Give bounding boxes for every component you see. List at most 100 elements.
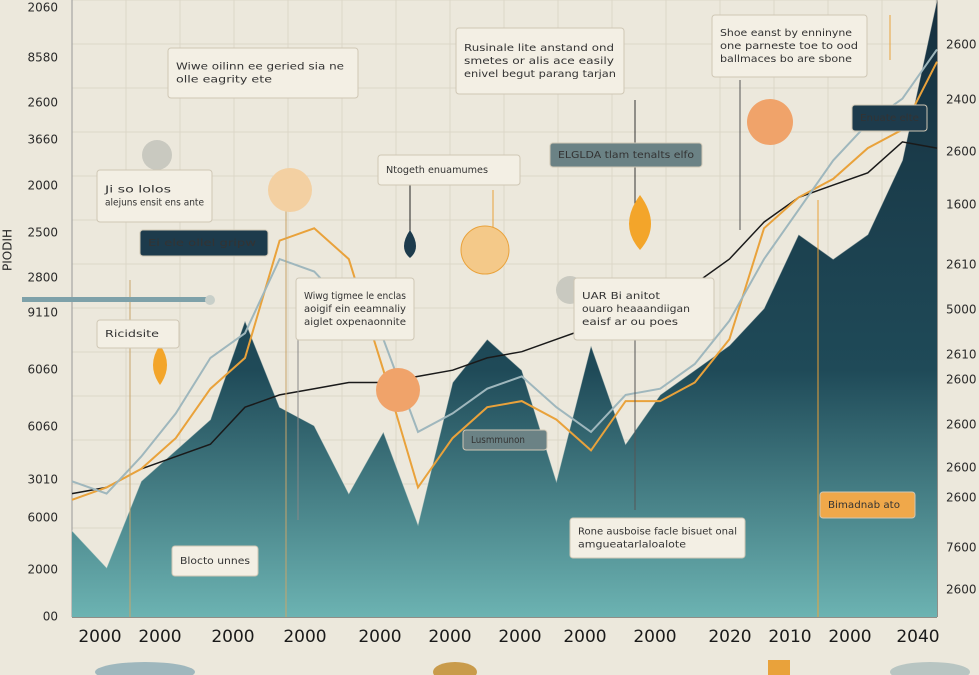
y2-tick-label: 2600 bbox=[946, 418, 977, 432]
x-tick-label: 2000 bbox=[498, 627, 541, 647]
annotation-text: Rone ausboise facle bisuet onal bbox=[578, 527, 737, 538]
annotation-box bbox=[96, 169, 213, 223]
y-tick-label: 2600 bbox=[27, 96, 58, 110]
y2-tick-label: 7600 bbox=[946, 541, 977, 555]
globe-icon bbox=[95, 662, 195, 675]
x-tick-label: 2000 bbox=[633, 627, 676, 647]
annotation-text: smetes or alis ace easily bbox=[464, 56, 614, 67]
coin-icon bbox=[268, 168, 312, 212]
drop-icon bbox=[404, 230, 416, 258]
x-tick-label: 2020 bbox=[708, 627, 751, 647]
x-tick-label: 2000 bbox=[283, 627, 326, 647]
annotation-text: Wiwe oilinn ee geried sia ne bbox=[176, 62, 344, 73]
x-tick-label: 2000 bbox=[138, 627, 181, 647]
y2-tick-label: 2400 bbox=[946, 93, 977, 107]
annotation-box bbox=[96, 319, 180, 349]
y-tick-label: 2000 bbox=[27, 179, 58, 193]
annotation-text: Wiwg tigmee le enclas bbox=[304, 291, 406, 302]
annotation-text: amgueatarlaloalote bbox=[578, 540, 686, 551]
annotation-text: Ji so lolos bbox=[104, 185, 171, 196]
y2-tick-label: 2600 bbox=[946, 145, 977, 159]
annotation-text: Rusinale lite anstand ond bbox=[464, 43, 614, 54]
bar-marker bbox=[205, 295, 215, 305]
annotation-text: aoigif ein eeamnaliy bbox=[304, 304, 406, 315]
annotation-box bbox=[569, 517, 746, 559]
y2-tick-label: 2600 bbox=[946, 491, 977, 505]
y2-tick-label: 2610 bbox=[946, 258, 977, 272]
annotation-box bbox=[711, 14, 868, 78]
annotations: Wiwe oilinn ee geried sia ne olle eagrity… bbox=[96, 14, 928, 577]
marks bbox=[71, 0, 938, 617]
y2-tick-label: 5000 bbox=[946, 303, 977, 317]
y-tick-label: 2800 bbox=[27, 271, 58, 285]
annotation-text: Enuate elte bbox=[860, 113, 919, 124]
annotation-box bbox=[295, 277, 415, 341]
area bbox=[72, 0, 937, 617]
annotation-text: ballmaces bo are sbone bbox=[720, 54, 852, 65]
globe-icon bbox=[890, 662, 970, 675]
annotation-text: Lusmmunon bbox=[471, 435, 525, 446]
globe-icon bbox=[433, 662, 477, 675]
drop-icon bbox=[629, 195, 651, 250]
annotation-text: Blocto unnes bbox=[180, 556, 250, 567]
annotation-box bbox=[549, 142, 703, 168]
coin-icon bbox=[747, 99, 793, 145]
annotation-box bbox=[377, 154, 521, 186]
y2-tick-label: 2600 bbox=[946, 583, 977, 597]
annotation-text: enivel begut parang tarjan bbox=[464, 69, 616, 80]
coin-icon bbox=[376, 368, 420, 412]
y-tick-label: 6060 bbox=[27, 363, 58, 377]
annotation-text: Bimadnab ato bbox=[828, 500, 900, 511]
x-tick-label: 2000 bbox=[828, 627, 871, 647]
y-tick-label: 6000 bbox=[27, 511, 58, 525]
annotation-text: ELGLDA tlam tenalts elfo bbox=[558, 150, 694, 161]
line bbox=[71, 48, 938, 495]
annotation-text: alejuns ensit ens ante bbox=[105, 198, 204, 209]
annotation-text: ouaro heaaandiigan bbox=[582, 304, 690, 315]
y-tick-label: 6060 bbox=[27, 420, 58, 434]
y-tick-label: 8580 bbox=[27, 51, 58, 65]
y-axis-title: PIODIH bbox=[1, 229, 15, 271]
labels: 2060 8580 2600 3660 2000 2500 2800 9110 6060 6060… bbox=[1, 1, 977, 648]
y-tick-label: 9110 bbox=[27, 306, 58, 320]
annotation-box bbox=[851, 104, 928, 132]
annotation-box bbox=[455, 27, 625, 95]
x-tick-label: 2000 bbox=[358, 627, 401, 647]
annotation-box bbox=[167, 47, 359, 99]
y2-tick-label: 2610 bbox=[946, 348, 977, 362]
annotation-text: Shoe eanst by enninyne bbox=[720, 28, 852, 39]
line bbox=[71, 61, 938, 501]
y-tick-label: 3660 bbox=[27, 133, 58, 147]
annotation-box bbox=[462, 429, 548, 451]
y-tick-label: 2500 bbox=[27, 226, 58, 240]
y-tick-label: 00 bbox=[43, 610, 58, 624]
bulb-icon bbox=[142, 140, 172, 170]
annotation-text: Ntogeth enuamumes bbox=[386, 165, 488, 176]
x-tick-label: 2010 bbox=[768, 627, 811, 647]
annotation-text: aiglet oxpenaonnite bbox=[304, 317, 406, 328]
x-tick-label: 2000 bbox=[78, 627, 121, 647]
y-tick-label: 2000 bbox=[27, 563, 58, 577]
x-tick-label: 2040 bbox=[896, 627, 939, 647]
y2-tick-label: 2600 bbox=[946, 373, 977, 387]
annotation-text: olle eagrity ete bbox=[176, 75, 272, 86]
annotation-text: UAR Bi anitot bbox=[582, 291, 660, 302]
annotation-box bbox=[139, 229, 269, 257]
annotation-text: Ricidsite bbox=[105, 329, 159, 340]
coin-icon bbox=[460, 225, 510, 275]
annotation-text: Ei ele ollel gripw bbox=[148, 238, 256, 249]
annotation-box bbox=[171, 545, 259, 577]
annotation-box bbox=[819, 491, 916, 519]
x-tick-label: 2000 bbox=[563, 627, 606, 647]
y-tick-label: 3010 bbox=[27, 473, 58, 487]
x-tick-label: 2000 bbox=[428, 627, 471, 647]
y2-tick-label: 2600 bbox=[946, 38, 977, 52]
barrel-icon bbox=[768, 660, 790, 675]
drop-icon bbox=[153, 345, 167, 385]
decorations bbox=[22, 15, 970, 675]
annotation-text: one parneste toe to ood bbox=[720, 41, 858, 52]
annotation-text: eaisf ar ou poes bbox=[582, 317, 678, 328]
y2-tick-label: 2600 bbox=[946, 461, 977, 475]
bar-marker bbox=[22, 297, 212, 302]
